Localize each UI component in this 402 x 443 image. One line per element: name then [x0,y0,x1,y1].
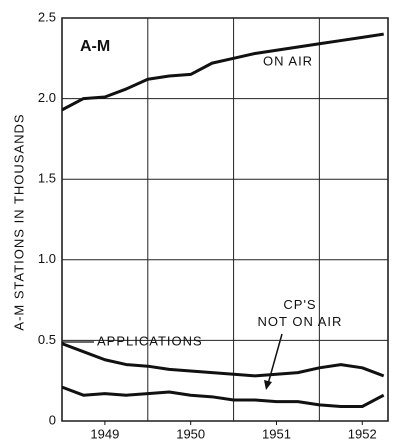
series-label: APPLICATIONS [97,333,203,348]
y-tick-label: 0.5 [38,332,56,347]
series-line [61,32,384,112]
cps-label: CP'S NOT ON AIR [257,297,343,329]
arrow-head [264,380,272,390]
y-tick-label: 2.5 [38,9,56,24]
y-tick-label: 2.0 [38,90,56,105]
title-box [70,33,110,59]
series-line [61,385,385,408]
x-tick-label: 1951 [262,426,291,441]
series-line [61,342,385,378]
y-tick-label: 0 [49,412,56,427]
x-tick-label: 1952 [348,426,377,441]
x-tick-label: 1949 [90,426,119,441]
y-tick-label: 1.0 [38,251,56,266]
y-axis-label: A-M STATIONS IN THOUSANDS [11,113,26,330]
y-tick-label: 1.5 [38,171,56,186]
arrow-line [267,333,283,385]
series-label: ON AIR [263,53,313,68]
chart-title: A-M [80,38,110,55]
x-tick-label: 1950 [176,426,205,441]
